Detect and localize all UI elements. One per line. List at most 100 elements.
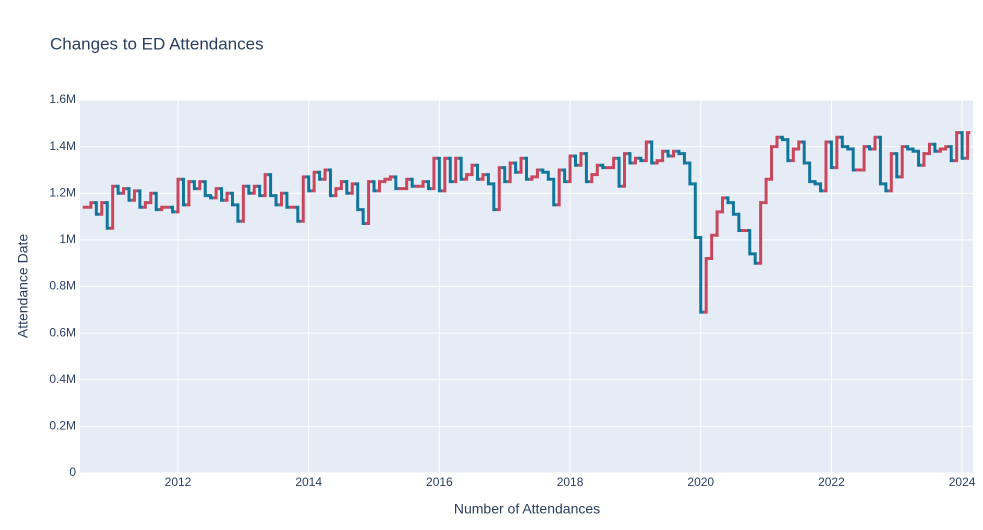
ohlc-step bbox=[659, 149, 666, 163]
ohlc-step bbox=[109, 184, 116, 230]
ohlc-step bbox=[463, 173, 470, 181]
ohlc-step bbox=[213, 187, 219, 200]
ohlc-step bbox=[360, 208, 366, 226]
ohlc-step bbox=[703, 257, 709, 314]
ohlc-step bbox=[654, 159, 660, 165]
ohlc-step bbox=[518, 156, 524, 174]
ohlc-step bbox=[431, 156, 437, 191]
y-tick-label: 1.4M bbox=[49, 139, 76, 153]
y-tick-label: 0.2M bbox=[49, 419, 76, 433]
ohlc-step bbox=[768, 145, 775, 181]
ohlc-step bbox=[93, 201, 100, 216]
ohlc-step bbox=[610, 156, 617, 170]
y-axis-label: Attendance Date bbox=[15, 234, 31, 339]
ohlc-step bbox=[529, 175, 535, 181]
ohlc-step bbox=[235, 203, 241, 223]
x-tick-label: 2012 bbox=[165, 475, 192, 489]
ohlc-step bbox=[834, 135, 840, 170]
ohlc-step bbox=[480, 173, 486, 181]
ohlc-step bbox=[665, 149, 671, 158]
ohlc-step bbox=[218, 187, 225, 202]
ohlc-step bbox=[817, 182, 824, 193]
y-tick-label: 0 bbox=[69, 465, 76, 479]
ohlc-step bbox=[714, 210, 720, 237]
ohlc-step bbox=[687, 161, 693, 186]
ohlc-step bbox=[910, 147, 916, 153]
ohlc-step bbox=[99, 201, 105, 216]
ohlc-step bbox=[256, 184, 263, 198]
ohlc-step bbox=[561, 168, 568, 184]
x-tick-label: 2018 bbox=[557, 475, 584, 489]
ohlc-step bbox=[354, 182, 361, 212]
ohlc-step bbox=[774, 135, 780, 149]
ohlc-step bbox=[551, 177, 557, 207]
ohlc-step bbox=[866, 145, 873, 151]
ohlc-step bbox=[899, 145, 905, 179]
ohlc-step bbox=[534, 168, 541, 179]
ohlc-step bbox=[785, 138, 791, 163]
ohlc-step bbox=[251, 184, 257, 195]
ohlc-step bbox=[845, 145, 851, 151]
ohlc-step bbox=[545, 170, 552, 181]
ohlc-step bbox=[649, 140, 655, 165]
ohlc-step bbox=[120, 187, 127, 195]
ohlc-step bbox=[872, 135, 878, 151]
ohlc-step bbox=[632, 156, 639, 165]
ohlc-step bbox=[344, 180, 350, 195]
ohlc-step bbox=[594, 163, 601, 177]
ohlc-step bbox=[262, 173, 268, 198]
ohlc-step bbox=[305, 175, 312, 193]
ohlc-step bbox=[888, 152, 895, 193]
ohlc-step bbox=[338, 180, 345, 191]
ohlc-step bbox=[458, 156, 464, 181]
ohlc-step bbox=[943, 145, 949, 151]
x-tick-label: 2020 bbox=[687, 475, 714, 489]
ohlc-step bbox=[698, 236, 704, 314]
ohlc-step bbox=[311, 170, 317, 193]
ohlc-step bbox=[823, 140, 829, 193]
ohlc-step bbox=[861, 145, 867, 172]
ohlc-step bbox=[638, 156, 644, 163]
ohlc-step bbox=[115, 184, 121, 195]
ohlc-step bbox=[681, 152, 688, 165]
ohlc-step bbox=[229, 191, 236, 207]
ohlc-step bbox=[812, 180, 818, 186]
ohlc-step bbox=[376, 180, 383, 193]
ohlc-step bbox=[708, 233, 715, 261]
ohlc-step bbox=[589, 173, 595, 184]
ohlc-step bbox=[197, 180, 203, 191]
ohlc-step bbox=[736, 212, 742, 233]
ohlc-step bbox=[964, 131, 971, 160]
ohlc-step bbox=[148, 191, 154, 205]
ohlc-step bbox=[806, 161, 813, 184]
ohlc-step bbox=[153, 191, 159, 212]
ohlc-step bbox=[540, 168, 546, 174]
ohlc-step bbox=[142, 201, 149, 209]
ohlc-step bbox=[512, 161, 519, 174]
ohlc-step bbox=[583, 152, 590, 184]
ohlc-step bbox=[224, 191, 230, 202]
ohlc-step bbox=[442, 156, 448, 193]
ohlc-step bbox=[621, 152, 628, 188]
ohlc-step bbox=[425, 180, 432, 191]
ohlc-step bbox=[436, 156, 443, 193]
ohlc-step bbox=[730, 201, 737, 216]
ohlc-step bbox=[333, 187, 339, 198]
ohlc-step bbox=[752, 252, 758, 265]
y-tick-label: 0.8M bbox=[49, 279, 76, 293]
ohlc-step bbox=[316, 170, 323, 181]
ohlc-step bbox=[267, 173, 274, 198]
ohlc-step bbox=[278, 191, 285, 207]
ohlc-step bbox=[719, 196, 726, 214]
ohlc-step bbox=[207, 194, 214, 200]
ohlc-step bbox=[747, 229, 753, 256]
y-tick-label: 1M bbox=[59, 232, 76, 246]
ohlc-step bbox=[932, 142, 938, 153]
ohlc-step bbox=[725, 196, 731, 205]
x-tick-label: 2022 bbox=[818, 475, 845, 489]
ohlc-step bbox=[578, 152, 584, 167]
ohlc-step bbox=[186, 180, 192, 207]
ohlc-step bbox=[790, 147, 797, 163]
ohlc-step bbox=[169, 205, 176, 214]
ohlc-step bbox=[763, 177, 769, 205]
